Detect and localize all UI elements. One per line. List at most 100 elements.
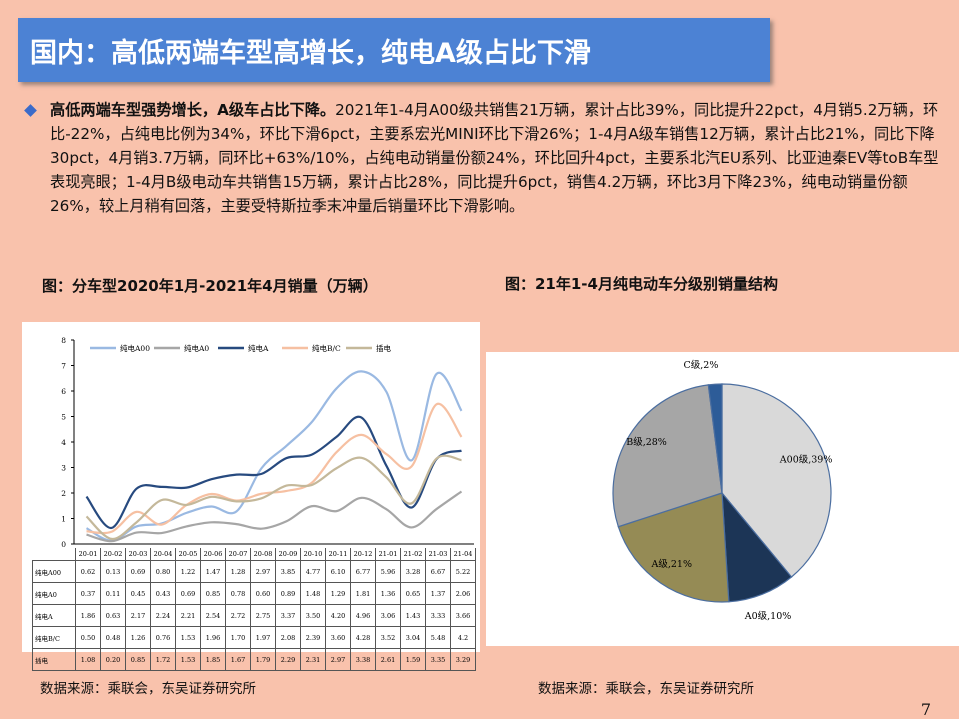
table-cell: 0.13 [100, 560, 126, 583]
table-corner [33, 548, 76, 561]
table-cell: 1.47 [200, 560, 226, 583]
table-cell: 1.59 [400, 648, 426, 671]
table-cell: 1.08 [75, 648, 101, 671]
table-cell: 0.85 [125, 648, 151, 671]
legend-label: 纯电A0 [184, 343, 209, 353]
x-tick-label: 20-02 [100, 548, 126, 561]
x-tick-label: 20-04 [150, 548, 176, 561]
table-cell: 0.60 [250, 582, 276, 605]
table-cell: 2.54 [200, 604, 226, 627]
x-tick-label: 21-04 [450, 548, 476, 561]
table-cell: 3.66 [450, 604, 476, 627]
table-cell: 3.52 [375, 626, 401, 649]
table-cell: 1.22 [175, 560, 201, 583]
table-cell: 0.76 [150, 626, 176, 649]
table-cell: 0.63 [100, 604, 126, 627]
legend-label: 纯电B/C [312, 343, 341, 353]
table-cell: 0.45 [125, 582, 151, 605]
table-cell: 1.53 [175, 626, 201, 649]
table-cell: 0.78 [225, 582, 251, 605]
pie-label: A0级,10% [744, 610, 792, 622]
table-row-label: 纯电A00 [32, 560, 76, 583]
pie-label: A00级,39% [779, 454, 833, 466]
table-cell: 1.85 [200, 648, 226, 671]
table-row-label: 纯电A [32, 604, 76, 627]
y-tick-label: 2 [61, 489, 66, 498]
table-cell: 2.08 [275, 626, 301, 649]
intro-body: 2021年1-4月A00级共销售21万辆，累计占比39%，同比提升22pct，4… [50, 101, 939, 215]
pie-slice [721, 383, 832, 578]
table-cell: 0.80 [150, 560, 176, 583]
table-cell: 1.81 [350, 582, 376, 605]
data-table: 20-01 20-02 20-03 20-04 20-05 20-06 20-07 20-08… [32, 548, 476, 671]
table-cell: 1.97 [250, 626, 276, 649]
table-cell: 3.28 [400, 560, 426, 583]
series-line-纯电B/C [86, 402, 463, 535]
pie-slice [612, 384, 723, 528]
pie-label: B级,28% [626, 436, 667, 448]
pie-label: C级,2% [684, 359, 719, 371]
table-cell: 0.37 [75, 582, 101, 605]
table-cell: 2.61 [375, 648, 401, 671]
table-cell: 4.96 [350, 604, 376, 627]
intro-paragraph: 高低两端车型强势增长，A级车占比下降。2021年1-4月A00级共销售21万辆，… [50, 98, 952, 218]
series-line-纯电A00 [85, 370, 463, 542]
table-row-label: 纯电B/C [32, 626, 76, 649]
title-banner: 国内：高低两端车型高增长，纯电A级占比下滑 [18, 18, 770, 82]
table-cell: 3.50 [300, 604, 326, 627]
x-tick-label: 20-11 [325, 548, 351, 561]
table-cell: 2.97 [250, 560, 276, 583]
table-cell: 3.04 [400, 626, 426, 649]
x-tick-label: 20-10 [300, 548, 326, 561]
table-row: 插电 1.08 0.20 0.85 1.72 1.53 1.85 1.67 1.79 2.29 2.… [32, 648, 476, 671]
table-cell: 1.96 [200, 626, 226, 649]
y-tick-label: 6 [61, 387, 66, 396]
series-line-纯电A0 [86, 490, 463, 543]
table-cell: 1.28 [225, 560, 251, 583]
legend-label: 纯电A00 [120, 343, 150, 353]
table-cell: 4.77 [300, 560, 326, 583]
table-cell: 2.75 [250, 604, 276, 627]
table-cell: 0.69 [175, 582, 201, 605]
pie-chart: A00级,39% A0级,10% A级,21% B级,28% C级,2% [612, 359, 833, 622]
table-cell: 0.48 [100, 626, 126, 649]
line-chart: 0 1 2 3 4 5 6 7 8 纯电A00 纯电A0 纯电A 纯电B/C 插电 [61, 336, 474, 549]
table-row: 纯电A0 0.37 0.11 0.45 0.43 0.69 0.85 0.78 0.60 0.89… [32, 582, 476, 605]
x-tick-label: 20-12 [350, 548, 376, 561]
pie-label: A级,21% [651, 558, 693, 570]
table-cell: 1.48 [300, 582, 326, 605]
series-line-纯电A [85, 415, 462, 530]
table-row: 纯电B/C 0.50 0.48 1.26 0.76 1.53 1.96 1.70 1.97 2.0… [32, 626, 476, 649]
pie-slice [617, 492, 730, 603]
x-tick-label: 20-07 [225, 548, 251, 561]
x-tick-label: 20-05 [175, 548, 201, 561]
table-cell: 0.43 [150, 582, 176, 605]
table-cell: 0.62 [75, 560, 101, 583]
table-cell: 3.38 [350, 648, 376, 671]
table-cell: 2.39 [300, 626, 326, 649]
table-row: 纯电A00 0.62 0.13 0.69 0.80 1.22 1.47 1.28 2.97 3.8… [32, 560, 476, 583]
right-source-note: 数据来源：乘联会，东吴证券研究所 [538, 681, 754, 697]
table-cell: 5.96 [375, 560, 401, 583]
x-tick-label: 20-01 [75, 548, 101, 561]
pie-chart-panel: A00级,39% A0级,10% A级,21% B级,28% C级,2% [486, 352, 959, 646]
table-cell: 3.33 [425, 604, 451, 627]
table-cell: 1.37 [425, 582, 451, 605]
x-tick-label: 21-02 [400, 548, 426, 561]
table-cell: 3.06 [375, 604, 401, 627]
table-cell: 0.11 [100, 582, 126, 605]
x-tick-label: 21-03 [425, 548, 451, 561]
table-cell: 2.97 [325, 648, 351, 671]
page-title: 国内：高低两端车型高增长，纯电A级占比下滑 [30, 38, 591, 69]
table-cell: 3.60 [325, 626, 351, 649]
table-cell: 3.85 [275, 560, 301, 583]
table-cell: 1.72 [150, 648, 176, 671]
table-cell: 6.77 [350, 560, 376, 583]
table-cell: 2.24 [150, 604, 176, 627]
table-cell: 1.70 [225, 626, 251, 649]
table-cell: 2.31 [300, 648, 326, 671]
y-tick-label: 1 [61, 515, 66, 524]
table-row: 纯电A 1.86 0.63 2.17 2.24 2.21 2.54 2.72 2.75 3.37 3… [32, 604, 476, 627]
intro-lead: 高低两端车型强势增长，A级车占比下降。 [50, 101, 336, 119]
y-tick-label: 4 [61, 438, 66, 447]
